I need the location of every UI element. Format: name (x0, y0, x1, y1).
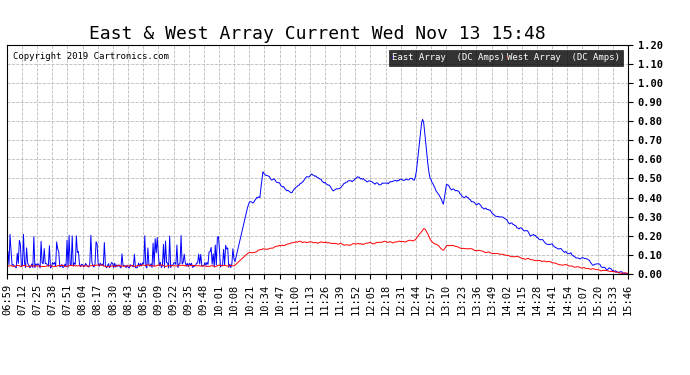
Legend: East Array  (DC Amps), West Array  (DC Amps): East Array (DC Amps), West Array (DC Amp… (388, 50, 623, 66)
Text: Copyright 2019 Cartronics.com: Copyright 2019 Cartronics.com (13, 52, 169, 61)
Title: East & West Array Current Wed Nov 13 15:48: East & West Array Current Wed Nov 13 15:… (89, 26, 546, 44)
